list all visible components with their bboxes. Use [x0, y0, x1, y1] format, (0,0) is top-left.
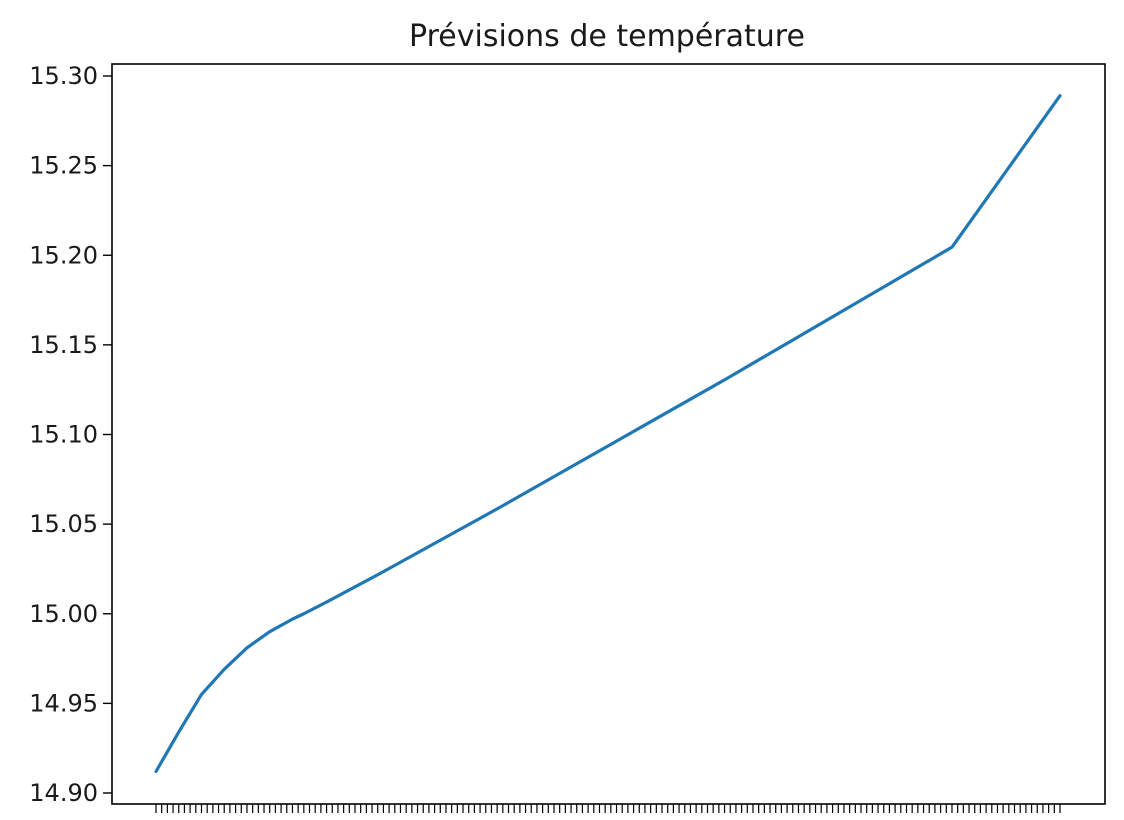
y-tick-label: 14.90: [29, 779, 98, 807]
y-tick-label: 15.30: [29, 62, 98, 90]
x-axis: [155, 804, 1061, 813]
y-axis: 14.90 14.95 15.00 15.05 15.10 15.15 15.20 15.25…: [29, 62, 112, 807]
y-tick-label: 15.20: [29, 241, 98, 269]
y-tick-label: 15.00: [29, 600, 98, 628]
y-tick-label: 15.15: [29, 331, 98, 359]
series-line-0: [154, 94, 1062, 774]
series-layer: [154, 94, 1062, 774]
y-tick-label: 15.10: [29, 421, 98, 449]
plot-frame: [111, 63, 1106, 805]
y-tick-label: 14.95: [29, 689, 98, 717]
y-tick-label: 15.05: [29, 510, 98, 538]
y-tick-label: 15.25: [29, 152, 98, 180]
chart-title: Prévisions de température: [409, 19, 805, 54]
